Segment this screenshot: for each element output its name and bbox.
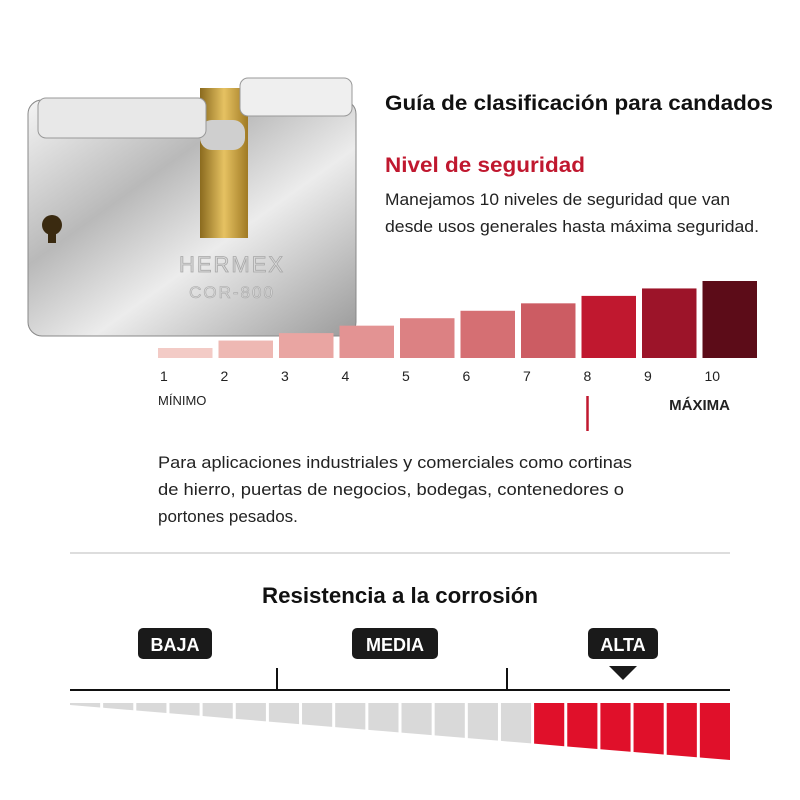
security-bar — [279, 333, 334, 358]
application-line: de hierro, puertas de negocios, bodegas,… — [158, 480, 624, 499]
corrosion-tag — [138, 628, 212, 659]
application-line: Para aplicaciones industriales y comerci… — [158, 453, 632, 472]
corrosion-bar — [235, 703, 266, 722]
title: Guía de clasificación para candados — [385, 92, 773, 115]
max-label: MÁXIMA — [669, 397, 730, 414]
min-label: MÍNIMO — [158, 393, 206, 408]
level-label: 10 — [705, 368, 721, 384]
description-line: Manejamos 10 niveles de seguridad que va… — [385, 190, 730, 209]
corrosion-bar — [666, 703, 697, 758]
corrosion-bar — [600, 703, 631, 752]
corrosion-bar — [699, 703, 730, 760]
security-bar — [642, 288, 697, 358]
corrosion-bar — [368, 703, 399, 733]
corrosion-bar — [103, 703, 134, 711]
corrosion-bar — [567, 703, 598, 749]
description-line: desde usos generales hasta máxima seguri… — [385, 217, 759, 236]
corrosion-bar — [401, 703, 432, 736]
security-bar — [581, 295, 636, 358]
security-bar — [400, 318, 455, 358]
subtitle: Nivel de seguridad — [385, 154, 585, 177]
corrosion-bar — [434, 703, 465, 738]
corrosion-bar — [335, 703, 366, 730]
corrosion-bar — [169, 703, 200, 716]
corrosion-bar — [202, 703, 233, 719]
corrosion-title: Resistencia a la corrosión — [262, 583, 538, 608]
corrosion-tag — [588, 628, 658, 659]
security-bar — [218, 340, 273, 358]
security-bar — [521, 303, 576, 358]
level-label: 3 — [281, 368, 289, 384]
padlock: HERMEX COR-800 — [27, 77, 357, 337]
level-label: 4 — [342, 368, 350, 384]
corrosion-tag — [352, 628, 438, 659]
level-label: 1 — [160, 368, 168, 384]
corrosion-label: MEDIA — [366, 635, 424, 655]
level-label: 5 — [402, 368, 410, 384]
level-label: 9 — [644, 368, 652, 384]
application-line: portones pesados. — [158, 507, 298, 526]
corrosion-label: BAJA — [150, 635, 199, 655]
padlock-brand: HERMEX — [179, 252, 285, 277]
security-bar — [702, 281, 757, 358]
corrosion-bar — [467, 703, 498, 741]
corrosion-bar — [70, 703, 101, 708]
padlock-model: COR-800 — [189, 283, 275, 302]
corrosion-bar — [500, 703, 532, 744]
corrosion-bar — [633, 703, 664, 755]
level-label: 8 — [584, 368, 592, 384]
level-label: 2 — [221, 368, 229, 384]
security-bar — [339, 325, 394, 358]
corrosion-bar — [302, 703, 333, 727]
corrosion-bar — [268, 703, 300, 725]
level-label: 6 — [463, 368, 471, 384]
corrosion-pointer — [609, 666, 637, 680]
security-bar — [158, 348, 213, 358]
level-label: 7 — [523, 368, 531, 384]
corrosion-label: ALTA — [600, 635, 645, 655]
corrosion-bar — [534, 703, 565, 747]
security-bar — [460, 310, 515, 358]
corrosion-bar — [136, 703, 167, 714]
